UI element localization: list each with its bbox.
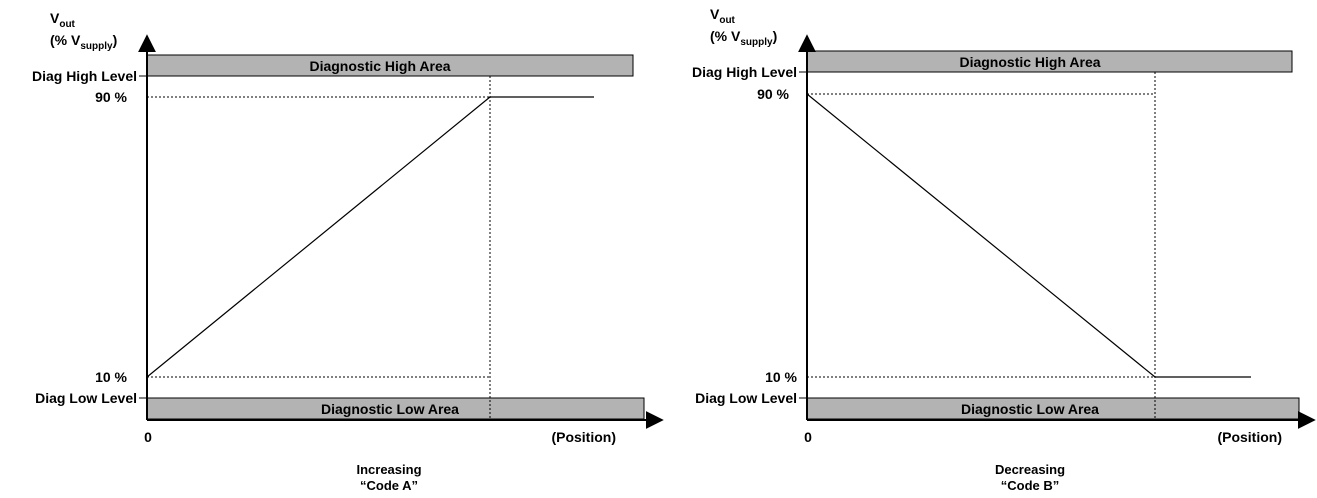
y-axis-label: Vout [50,10,76,30]
high-area-label: Diagnostic High Area [959,54,1100,70]
output-curve-decreasing [806,93,1251,378]
origin-label: 0 [144,429,152,445]
low-area-label: Diagnostic Low Area [961,401,1099,417]
caption-line1: Increasing [356,462,421,477]
diag-high-level-label: Diag High Level [32,68,137,84]
y-axis-label-unit: (% Vsupply) [710,28,777,48]
x-axis-label: (Position) [1217,429,1282,445]
high-area-label: Diagnostic High Area [309,58,450,74]
diagram-code-b: Diagnostic High Area Diagnostic Low Area… [692,6,1316,493]
output-curve-increasing [146,96,594,378]
caption-line2: “Code B” [1001,478,1060,493]
low-area-label: Diagnostic Low Area [321,401,459,417]
y-axis-label-unit: (% Vsupply) [50,32,117,52]
y-axis-label: Vout [710,6,736,26]
level-90-label: 90 % [757,86,789,102]
level-10-label: 10 % [95,369,127,385]
x-axis-label: (Position) [551,429,616,445]
caption-line2: “Code A” [360,478,418,493]
diag-high-level-label: Diag High Level [692,64,797,80]
level-90-label: 90 % [95,89,127,105]
level-10-label: 10 % [765,369,797,385]
origin-label: 0 [804,429,812,445]
caption-line1: Decreasing [995,462,1065,477]
diag-low-level-label: Diag Low Level [35,390,137,406]
diag-low-level-label: Diag Low Level [695,390,797,406]
diagram-code-a: Diagnostic High Area Diagnostic Low Area… [32,10,664,493]
